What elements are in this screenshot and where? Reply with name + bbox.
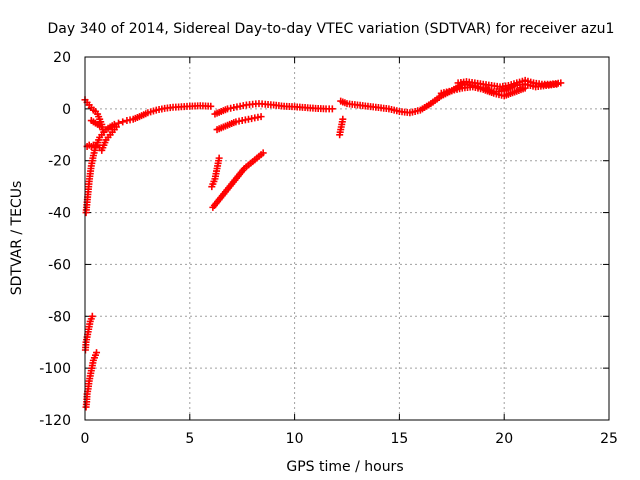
series-midday-upper-branch: [211, 100, 336, 118]
y-tick-labels: -120 -100 -80 -60 -40 -20 0 20: [39, 50, 71, 429]
series-afternoon-branch: [337, 80, 561, 117]
series-midday-vertical: [208, 154, 223, 191]
y-tick-label: -20: [48, 154, 71, 170]
y-tick-label: -40: [48, 206, 71, 222]
data-point: [557, 79, 565, 87]
data-point: [328, 105, 336, 113]
chart-title: Day 340 of 2014, Sidereal Day-to-day VTE…: [48, 21, 615, 37]
data-point: [215, 154, 223, 162]
y-axis-label: SDTVAR / TECUs: [9, 181, 25, 296]
data-point: [207, 102, 215, 110]
grid-lines: [85, 57, 609, 420]
y-tick-label: 20: [53, 50, 71, 66]
data-point: [112, 123, 120, 131]
x-tick-label: 25: [600, 431, 618, 447]
x-tick-label: 20: [495, 431, 513, 447]
series-midday-rising-branch: [213, 113, 265, 134]
x-tick-label: 0: [81, 431, 90, 447]
series-evening-lower-branch: [437, 83, 529, 100]
y-tick-label: 0: [62, 102, 71, 118]
data-point: [115, 119, 123, 127]
y-tick-label: -120: [39, 413, 71, 429]
series-early-drop-branch: [87, 117, 108, 136]
series-early-recovery-branch: [82, 102, 215, 217]
data-point: [339, 115, 347, 123]
data-series: [81, 76, 565, 411]
y-tick-label: -80: [48, 309, 71, 325]
y-tick-label: -60: [48, 257, 71, 273]
plot-frame: [84, 56, 610, 421]
series-early-mid-branch: [81, 312, 96, 354]
series-noon-gap-branch: [336, 115, 347, 139]
x-axis-label: GPS time / hours: [286, 459, 403, 475]
x-tick-labels: 0 5 10 15 20 25: [81, 431, 618, 447]
data-point: [259, 149, 267, 157]
axis-ticks: [84, 56, 610, 421]
series-midday-low-branch: [209, 149, 267, 211]
x-tick-label: 15: [390, 431, 408, 447]
data-point: [88, 312, 96, 320]
x-tick-label: 10: [286, 431, 304, 447]
data-point: [100, 128, 108, 136]
data-point: [93, 349, 101, 357]
data-point: [257, 113, 265, 121]
data-point: [119, 118, 127, 126]
data-point: [521, 84, 529, 92]
y-tick-label: -100: [39, 361, 71, 377]
x-tick-label: 5: [185, 431, 194, 447]
